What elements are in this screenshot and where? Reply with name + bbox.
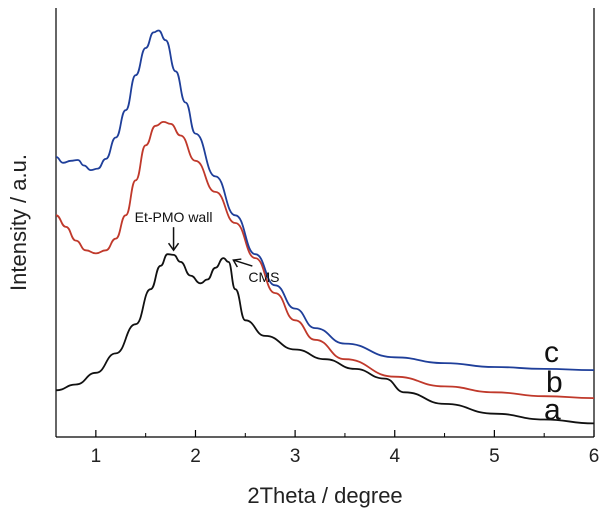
- x-axis-title: 2Theta / degree: [247, 483, 402, 508]
- x-tick-label: 1: [91, 446, 102, 467]
- y-axis-title: Intensity / a.u.: [6, 154, 31, 291]
- series-label-a: a: [544, 393, 561, 426]
- x-tick-label: 4: [389, 446, 400, 467]
- annotation-text: Et-PMO wall: [135, 209, 213, 225]
- series-curve-b: [55, 120, 595, 399]
- x-tick-label: 5: [489, 446, 500, 467]
- annotation-et-pmo-wall: Et-PMO wall: [135, 209, 213, 252]
- x-tick-label: 3: [290, 446, 301, 467]
- x-ticks: 1 2 3 4 5 6: [91, 430, 600, 467]
- x-tick-label: 2: [190, 446, 201, 467]
- annotation-arrow-line: [233, 259, 253, 267]
- series-label-c: c: [544, 336, 559, 369]
- annotation-cms: CMS: [232, 258, 279, 285]
- series-curves: [55, 29, 595, 425]
- x-tick-label: 6: [589, 446, 600, 467]
- series-label-b: b: [546, 366, 563, 399]
- annotation-arrowhead: [232, 258, 242, 268]
- series-curve-a: [55, 253, 595, 425]
- annotation-text: CMS: [248, 269, 279, 285]
- annotation-arrowhead: [167, 242, 180, 252]
- series-curve-c: [55, 29, 595, 371]
